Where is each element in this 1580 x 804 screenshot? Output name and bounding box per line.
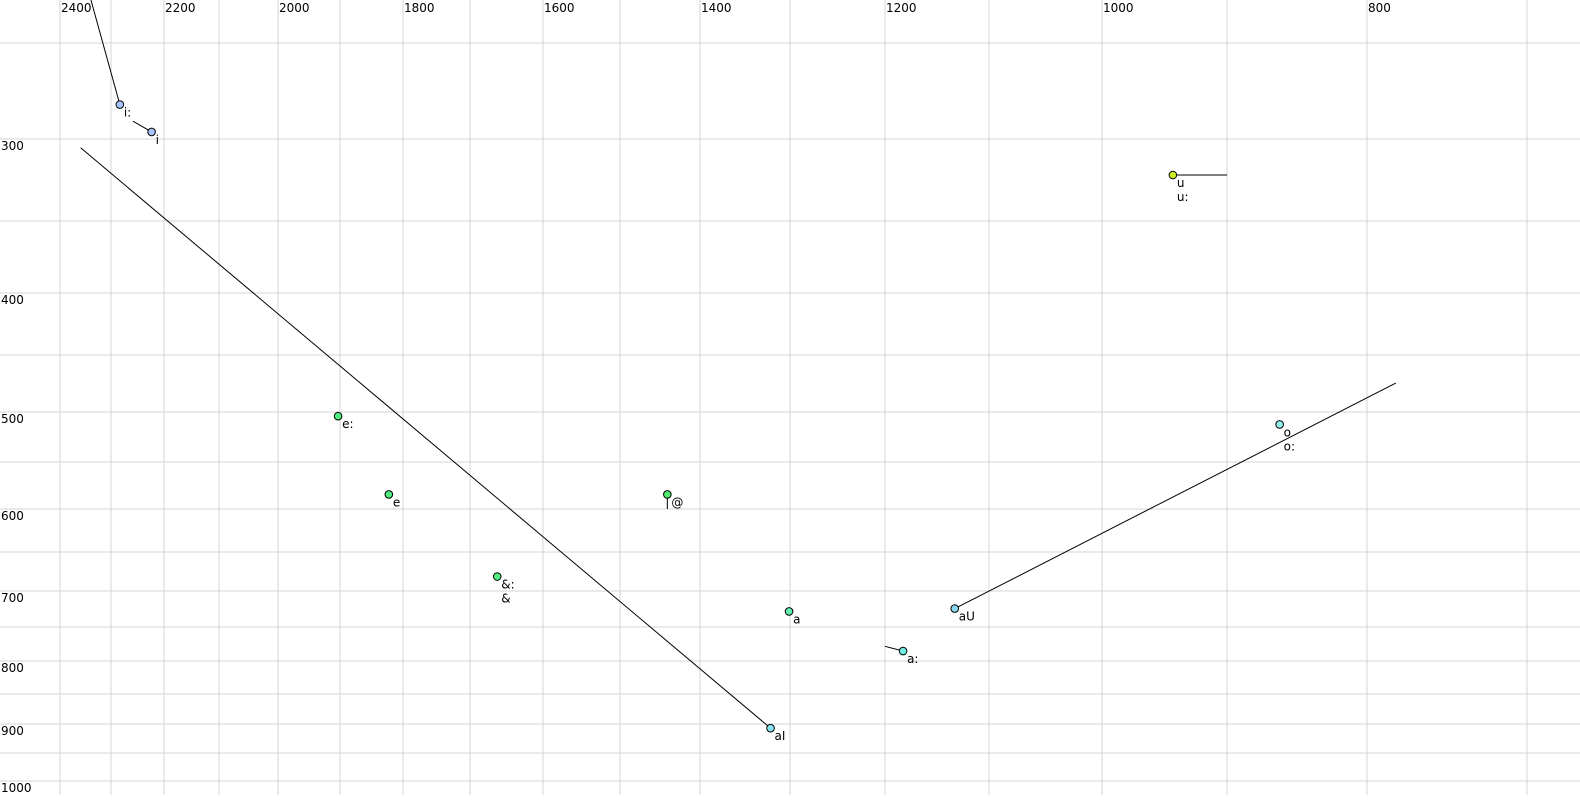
point-label: @: [671, 495, 683, 509]
trajectory-aU: [954, 382, 1397, 610]
x-tick-label: 2400: [61, 1, 92, 15]
y-tick-label: 600: [1, 509, 24, 523]
trajectory-aI: [80, 147, 771, 729]
point-label: o: [1284, 425, 1291, 439]
point-label: aI: [775, 729, 786, 743]
x-tick-label: 2000: [279, 1, 310, 15]
trajectory-i:: [90, 0, 121, 105]
vowel-point[interactable]: [1168, 170, 1178, 180]
y-tick-label: 700: [1, 591, 24, 605]
x-tick-label: 1000: [1103, 1, 1134, 15]
vowel-point[interactable]: [492, 572, 502, 581]
vowel-point[interactable]: [384, 490, 394, 499]
vowel-point[interactable]: [115, 100, 125, 109]
point-label: aU: [959, 610, 975, 624]
point-label: i: [156, 133, 159, 147]
y-tick-label: 500: [1, 412, 24, 426]
vowel-point[interactable]: [898, 646, 908, 656]
x-tick-label: 1600: [544, 1, 575, 15]
vowel-point[interactable]: [950, 604, 960, 613]
x-tick-label: 2200: [165, 1, 196, 15]
point-label: &:: [501, 578, 514, 592]
point-label: e:: [342, 417, 353, 431]
vowel-point[interactable]: [1275, 420, 1284, 429]
vowel-point[interactable]: [784, 607, 794, 616]
tick-labels: 2400 2200 2000 1800 1600 1400 1200 1000 800 300 40…: [1, 1, 1391, 795]
x-tick-label: 1800: [404, 1, 435, 15]
x-tick-label: 1200: [886, 1, 917, 15]
point-label: a: [793, 612, 800, 626]
y-tick-label: 900: [1, 724, 24, 738]
x-tick-label: 800: [1368, 1, 1391, 15]
point-label: e: [393, 495, 400, 509]
point-label: a:: [907, 652, 918, 666]
vowel-point[interactable]: [663, 490, 672, 499]
point-label: u: [1177, 176, 1185, 190]
point-label: &: [501, 592, 510, 606]
point-label: i:: [124, 106, 131, 120]
point-label: u:: [1177, 190, 1189, 204]
point-label: o:: [1284, 439, 1295, 453]
vowel-point[interactable]: [766, 723, 775, 733]
vowel-point[interactable]: [147, 127, 156, 137]
y-tick-label: 800: [1, 661, 24, 675]
vowel-point[interactable]: [333, 411, 343, 421]
points: i: i uu: e: e &:& @ a a: aU aI oo:: [115, 100, 1295, 743]
y-tick-label: 400: [1, 293, 24, 307]
y-tick-label: 1000: [1, 781, 32, 795]
trajectories: [80, 0, 1397, 729]
x-tick-label: 1400: [701, 1, 732, 15]
y-tick-label: 300: [1, 139, 24, 153]
